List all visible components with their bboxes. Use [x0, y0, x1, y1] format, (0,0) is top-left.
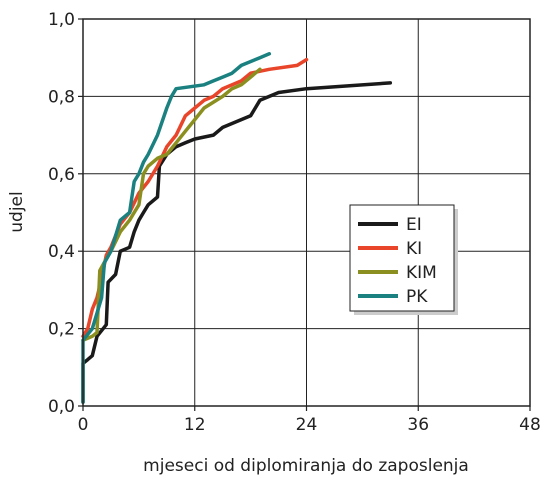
- x-tick-label: 12: [184, 415, 206, 435]
- y-tick-label: 0,6: [48, 165, 75, 185]
- legend-label-pk: PK: [406, 287, 428, 307]
- y-tick-label: 0,2: [48, 320, 75, 340]
- series-line-pk: [81, 52, 272, 404]
- tick-labels: 0,0 0,2 0,4 0,6 0,8 1,0 0 12 24 36 48: [48, 10, 541, 435]
- series-line-ei: [81, 81, 393, 404]
- x-tick-label: 24: [296, 415, 318, 435]
- y-tick-label: 0,0: [48, 397, 75, 417]
- y-tick-label: 1,0: [48, 10, 75, 30]
- legend-label-ki: KI: [406, 239, 422, 259]
- legend-label-kim: KIM: [406, 263, 437, 283]
- x-tick-label: 0: [78, 415, 89, 435]
- x-axis-label: mjeseci od diplomiranja do zaposlenja: [143, 456, 469, 476]
- plot-frame: [82, 18, 531, 407]
- x-tick-label: 36: [407, 415, 429, 435]
- y-tick-label: 0,8: [48, 87, 75, 107]
- legend-label-ei: EI: [406, 215, 422, 235]
- legend: EI KI KIM PK: [349, 204, 458, 315]
- y-axis-label: udjel: [7, 191, 27, 232]
- series-lines: [81, 52, 393, 404]
- x-tick-label: 48: [519, 415, 541, 435]
- y-tick-label: 0,4: [48, 242, 75, 262]
